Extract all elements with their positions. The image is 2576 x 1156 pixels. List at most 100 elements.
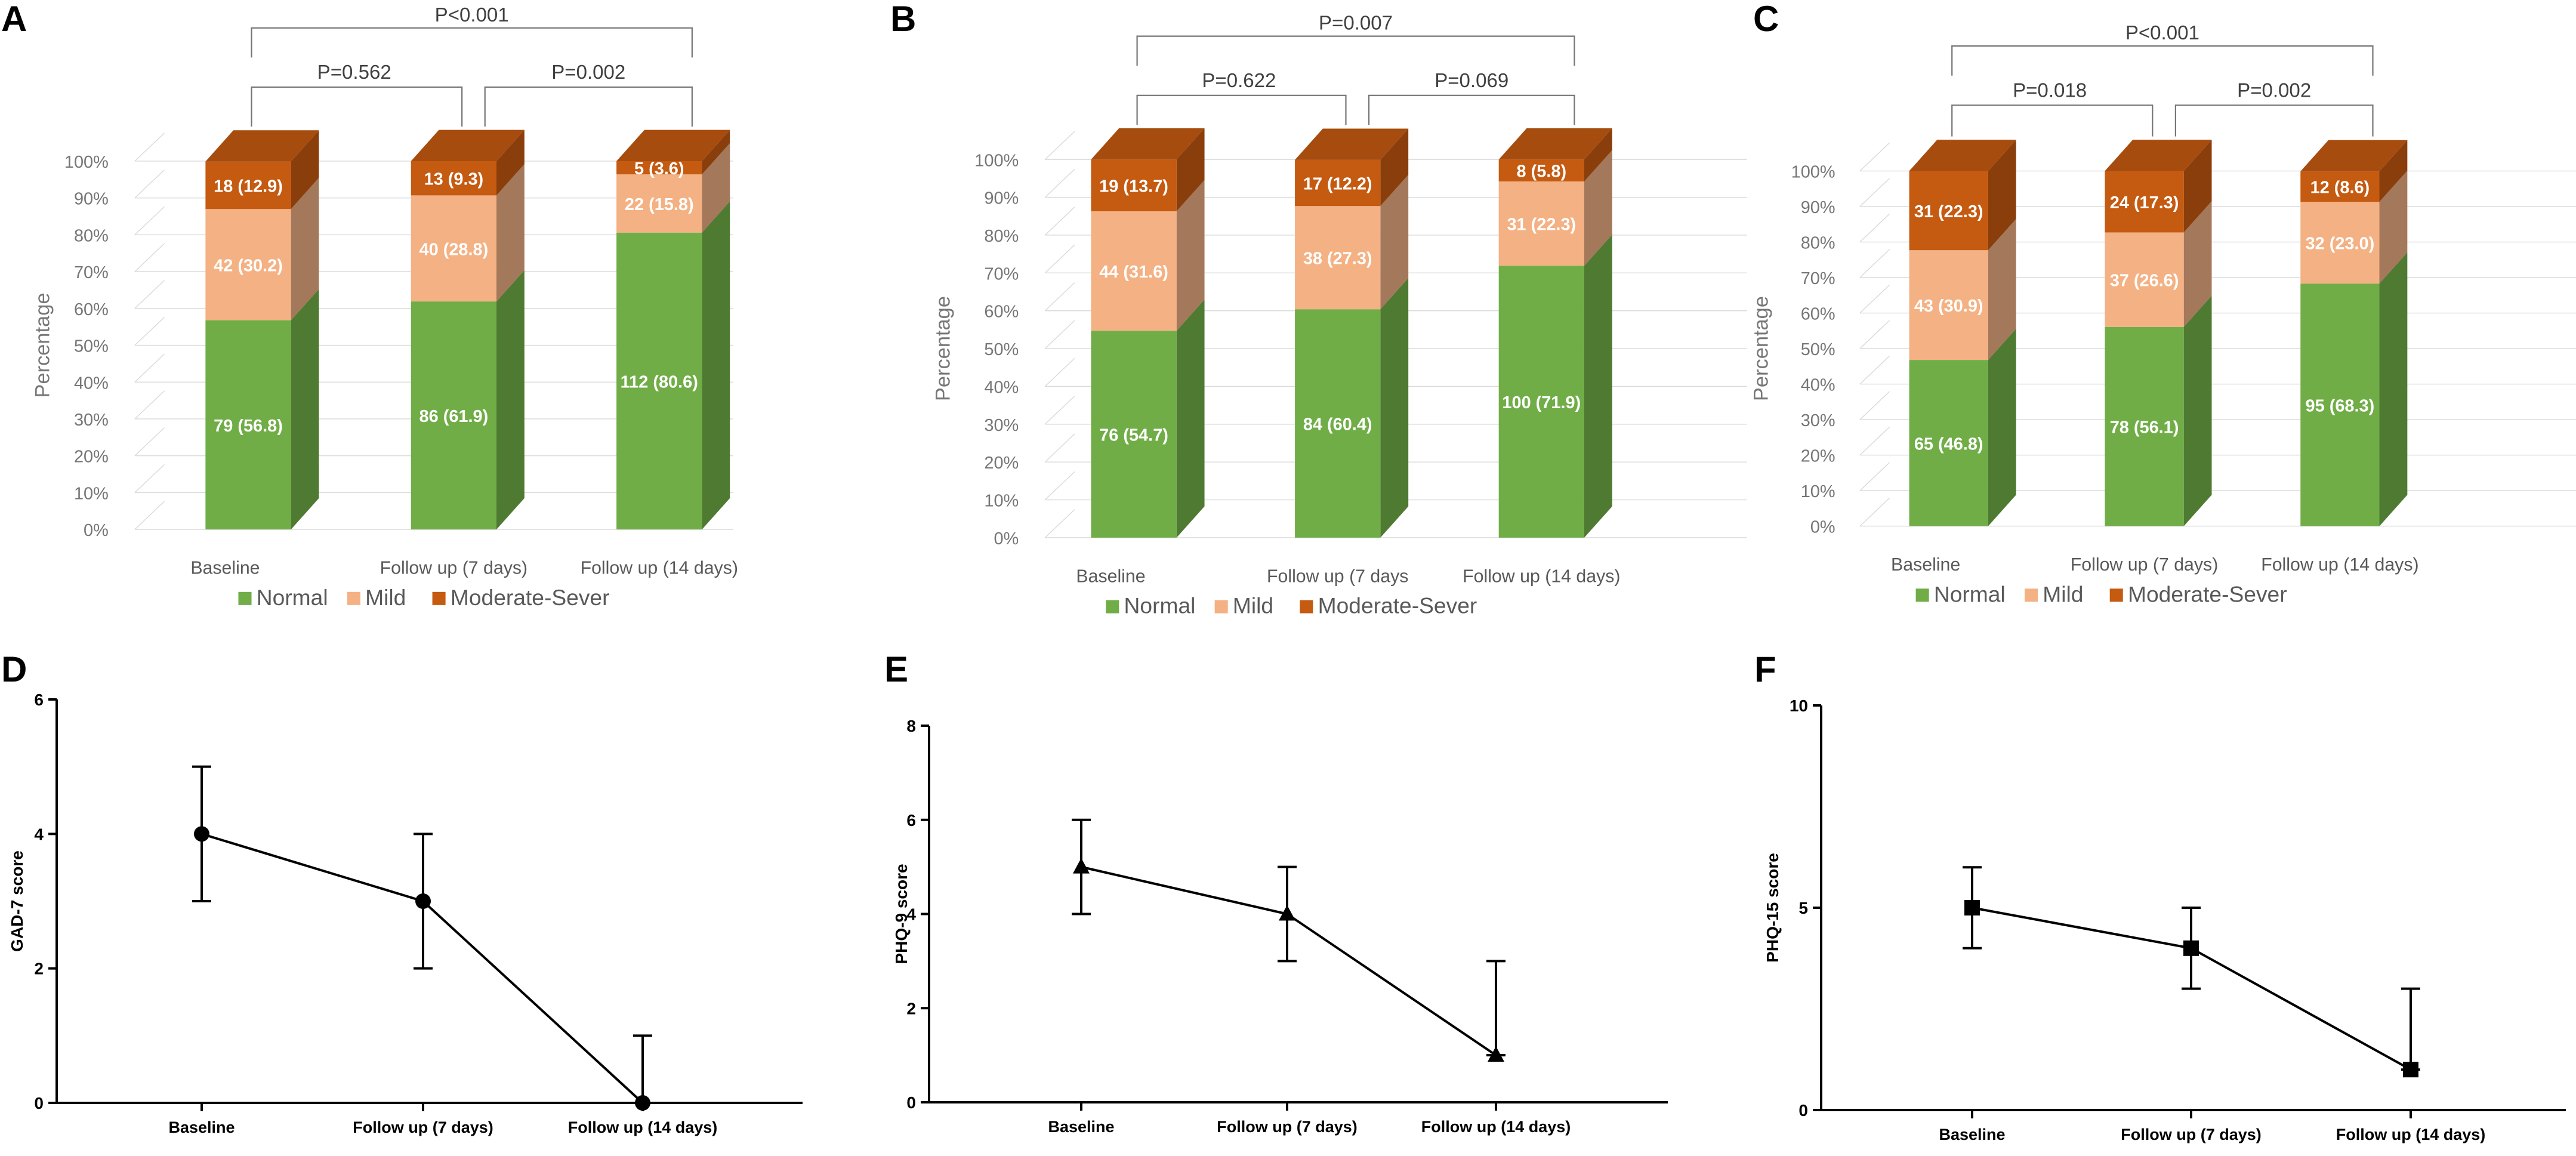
panel-d-line-chart: D 0 2 4 6 GAD-7 score Baseline Follow up (7 da… (0, 645, 859, 1156)
gridline-depth (1859, 391, 1890, 420)
gridline-depth (134, 280, 165, 309)
p-value-right: P=0.002 (551, 61, 625, 84)
y-tick-label: 0% (1810, 518, 1835, 537)
y-tick-label: 80% (74, 226, 109, 245)
x-category-label: Follow up (14 days) (2261, 555, 2418, 575)
x-category-label: Baseline (1891, 555, 1960, 575)
legend-label: Normal (257, 585, 328, 610)
chart-d-svg: 0 2 4 6 GAD-7 score Baseline Follow up (7 days… (8, 690, 803, 1136)
bar-segment-side (702, 201, 730, 530)
bar-segment (2300, 202, 2380, 284)
chart-c-svg: 0% 10% 20% 30% 40% 50% 60% 70% 80% 90% 100% Percent… (1750, 22, 2576, 606)
y-tick-label: 60% (74, 300, 109, 319)
y-tick-label: 50% (1801, 340, 1835, 359)
bar-segment-side (702, 130, 730, 175)
y-tick-label: 70% (74, 263, 109, 282)
p-value-top: P<0.001 (435, 4, 509, 26)
bar-segment-side (1988, 140, 2016, 251)
gridline-depth (1044, 244, 1075, 273)
panel-e-line-chart: E 0 2 4 6 8 PHQ-9 score Baseline Follow up (7 d… (859, 645, 1719, 1156)
gridline-depth (1044, 357, 1075, 387)
panel-label-c: C (1753, 0, 1779, 39)
y-tick-label: 100% (64, 153, 109, 172)
bar-segment (1295, 309, 1381, 538)
significance-bracket-top (1136, 35, 1575, 66)
bar-data-label: 65 (46.8) (1914, 434, 1983, 454)
y-tick-label: 80% (1801, 234, 1835, 253)
legend-label: Mild (365, 585, 406, 610)
data-point-square (1964, 900, 1980, 915)
bar-data-label: 112 (80.6) (621, 372, 698, 392)
bar-segment (205, 161, 291, 209)
x-category-label: Follow up (7 days) (2121, 1126, 2262, 1143)
bar-data-label: 79 (56.8) (214, 417, 283, 436)
bar-data-label: 19 (13.7) (1099, 177, 1168, 196)
bar-segment-side (1584, 128, 1612, 181)
bar-segment-side (2183, 201, 2212, 327)
bar-segment (2105, 171, 2184, 233)
gridline-depth (1044, 206, 1075, 236)
x-category-label: Baseline (1939, 1126, 2005, 1143)
y-tick-label: 0% (994, 529, 1019, 548)
gridline-depth (134, 243, 165, 272)
bar-segment (1909, 360, 1988, 526)
bar-top-face (2300, 140, 2408, 172)
significance-bracket-left (251, 86, 463, 127)
bar-segment (2105, 232, 2184, 327)
gridline-depth (1044, 320, 1075, 349)
y-tick-label: 30% (74, 411, 109, 430)
chart-b-plot-group: 0% 10% 20% 30% 40% 50% 60% 70% 80% 90% 100% Percent… (932, 13, 1747, 618)
bar-segment (411, 301, 497, 530)
chart-c-plot-group: 0% 10% 20% 30% 40% 50% 60% 70% 80% 90% 100% Percent… (1750, 22, 2576, 606)
bar-data-label: 12 (8.6) (2310, 178, 2370, 198)
p-value-right: P=0.069 (1434, 70, 1508, 92)
legend-label: Mild (1233, 593, 1273, 618)
bar-segment (1091, 211, 1177, 331)
y-tick-label: 4 (906, 905, 916, 924)
bar-segment-side (496, 270, 525, 530)
y-tick-label: 70% (1801, 269, 1835, 288)
panel-label-f: F (1754, 649, 1776, 689)
p-value-left: P=0.018 (2013, 80, 2087, 102)
y-tick-label: 2 (34, 960, 44, 978)
bar-data-label: 18 (12.9) (214, 177, 283, 196)
bar-segment (205, 209, 291, 320)
y-tick-label: 60% (984, 303, 1019, 322)
gridline-depth (1044, 168, 1075, 198)
bar-segment-side (1176, 299, 1205, 538)
x-category-label: Baseline (1076, 566, 1145, 586)
bar-segment-side (2379, 170, 2408, 284)
bar-segment-side (1584, 150, 1612, 266)
y-axis-label: Percentage (932, 296, 955, 401)
y-tick-label: 60% (1801, 305, 1835, 324)
bar-data-label: 78 (56.1) (2110, 418, 2179, 437)
x-category-label: Follow up (14 days) (2336, 1126, 2486, 1143)
bar-data-label: 44 (31.6) (1099, 263, 1168, 282)
bar-data-label: 31 (22.3) (1914, 202, 1983, 221)
p-value-left: P=0.562 (317, 61, 391, 84)
bar-segment-side (1176, 128, 1205, 212)
data-point-circle (194, 826, 209, 842)
bar-data-label: 100 (71.9) (1502, 393, 1581, 412)
y-tick-label: 10% (74, 484, 109, 503)
gridline-depth (1859, 426, 1890, 456)
gridline-depth (1044, 509, 1075, 538)
x-category-label: Follow up (14 days) (1463, 566, 1620, 586)
bar-data-label: 43 (30.9) (1914, 297, 1983, 316)
bar-data-label: 38 (27.3) (1303, 249, 1372, 269)
data-point-circle (635, 1095, 650, 1111)
bar-top-face (1295, 128, 1409, 160)
bar-segment-side (496, 164, 525, 302)
y-tick-label: 90% (74, 190, 109, 209)
bar-data-label: 5 (3.6) (634, 159, 684, 178)
bar-segment-side (702, 143, 730, 233)
gridline-depth (1044, 282, 1075, 312)
bar-data-label: 24 (17.3) (2110, 193, 2179, 212)
x-category-label: Follow up (7 days) (380, 558, 528, 578)
bar-segment (2105, 326, 2184, 526)
gridline-depth (134, 206, 165, 235)
bar-data-label: 42 (30.2) (214, 256, 283, 275)
y-tick-label: 40% (74, 374, 109, 393)
x-category-label: Baseline (190, 558, 260, 578)
y-tick-label: 90% (984, 189, 1019, 208)
